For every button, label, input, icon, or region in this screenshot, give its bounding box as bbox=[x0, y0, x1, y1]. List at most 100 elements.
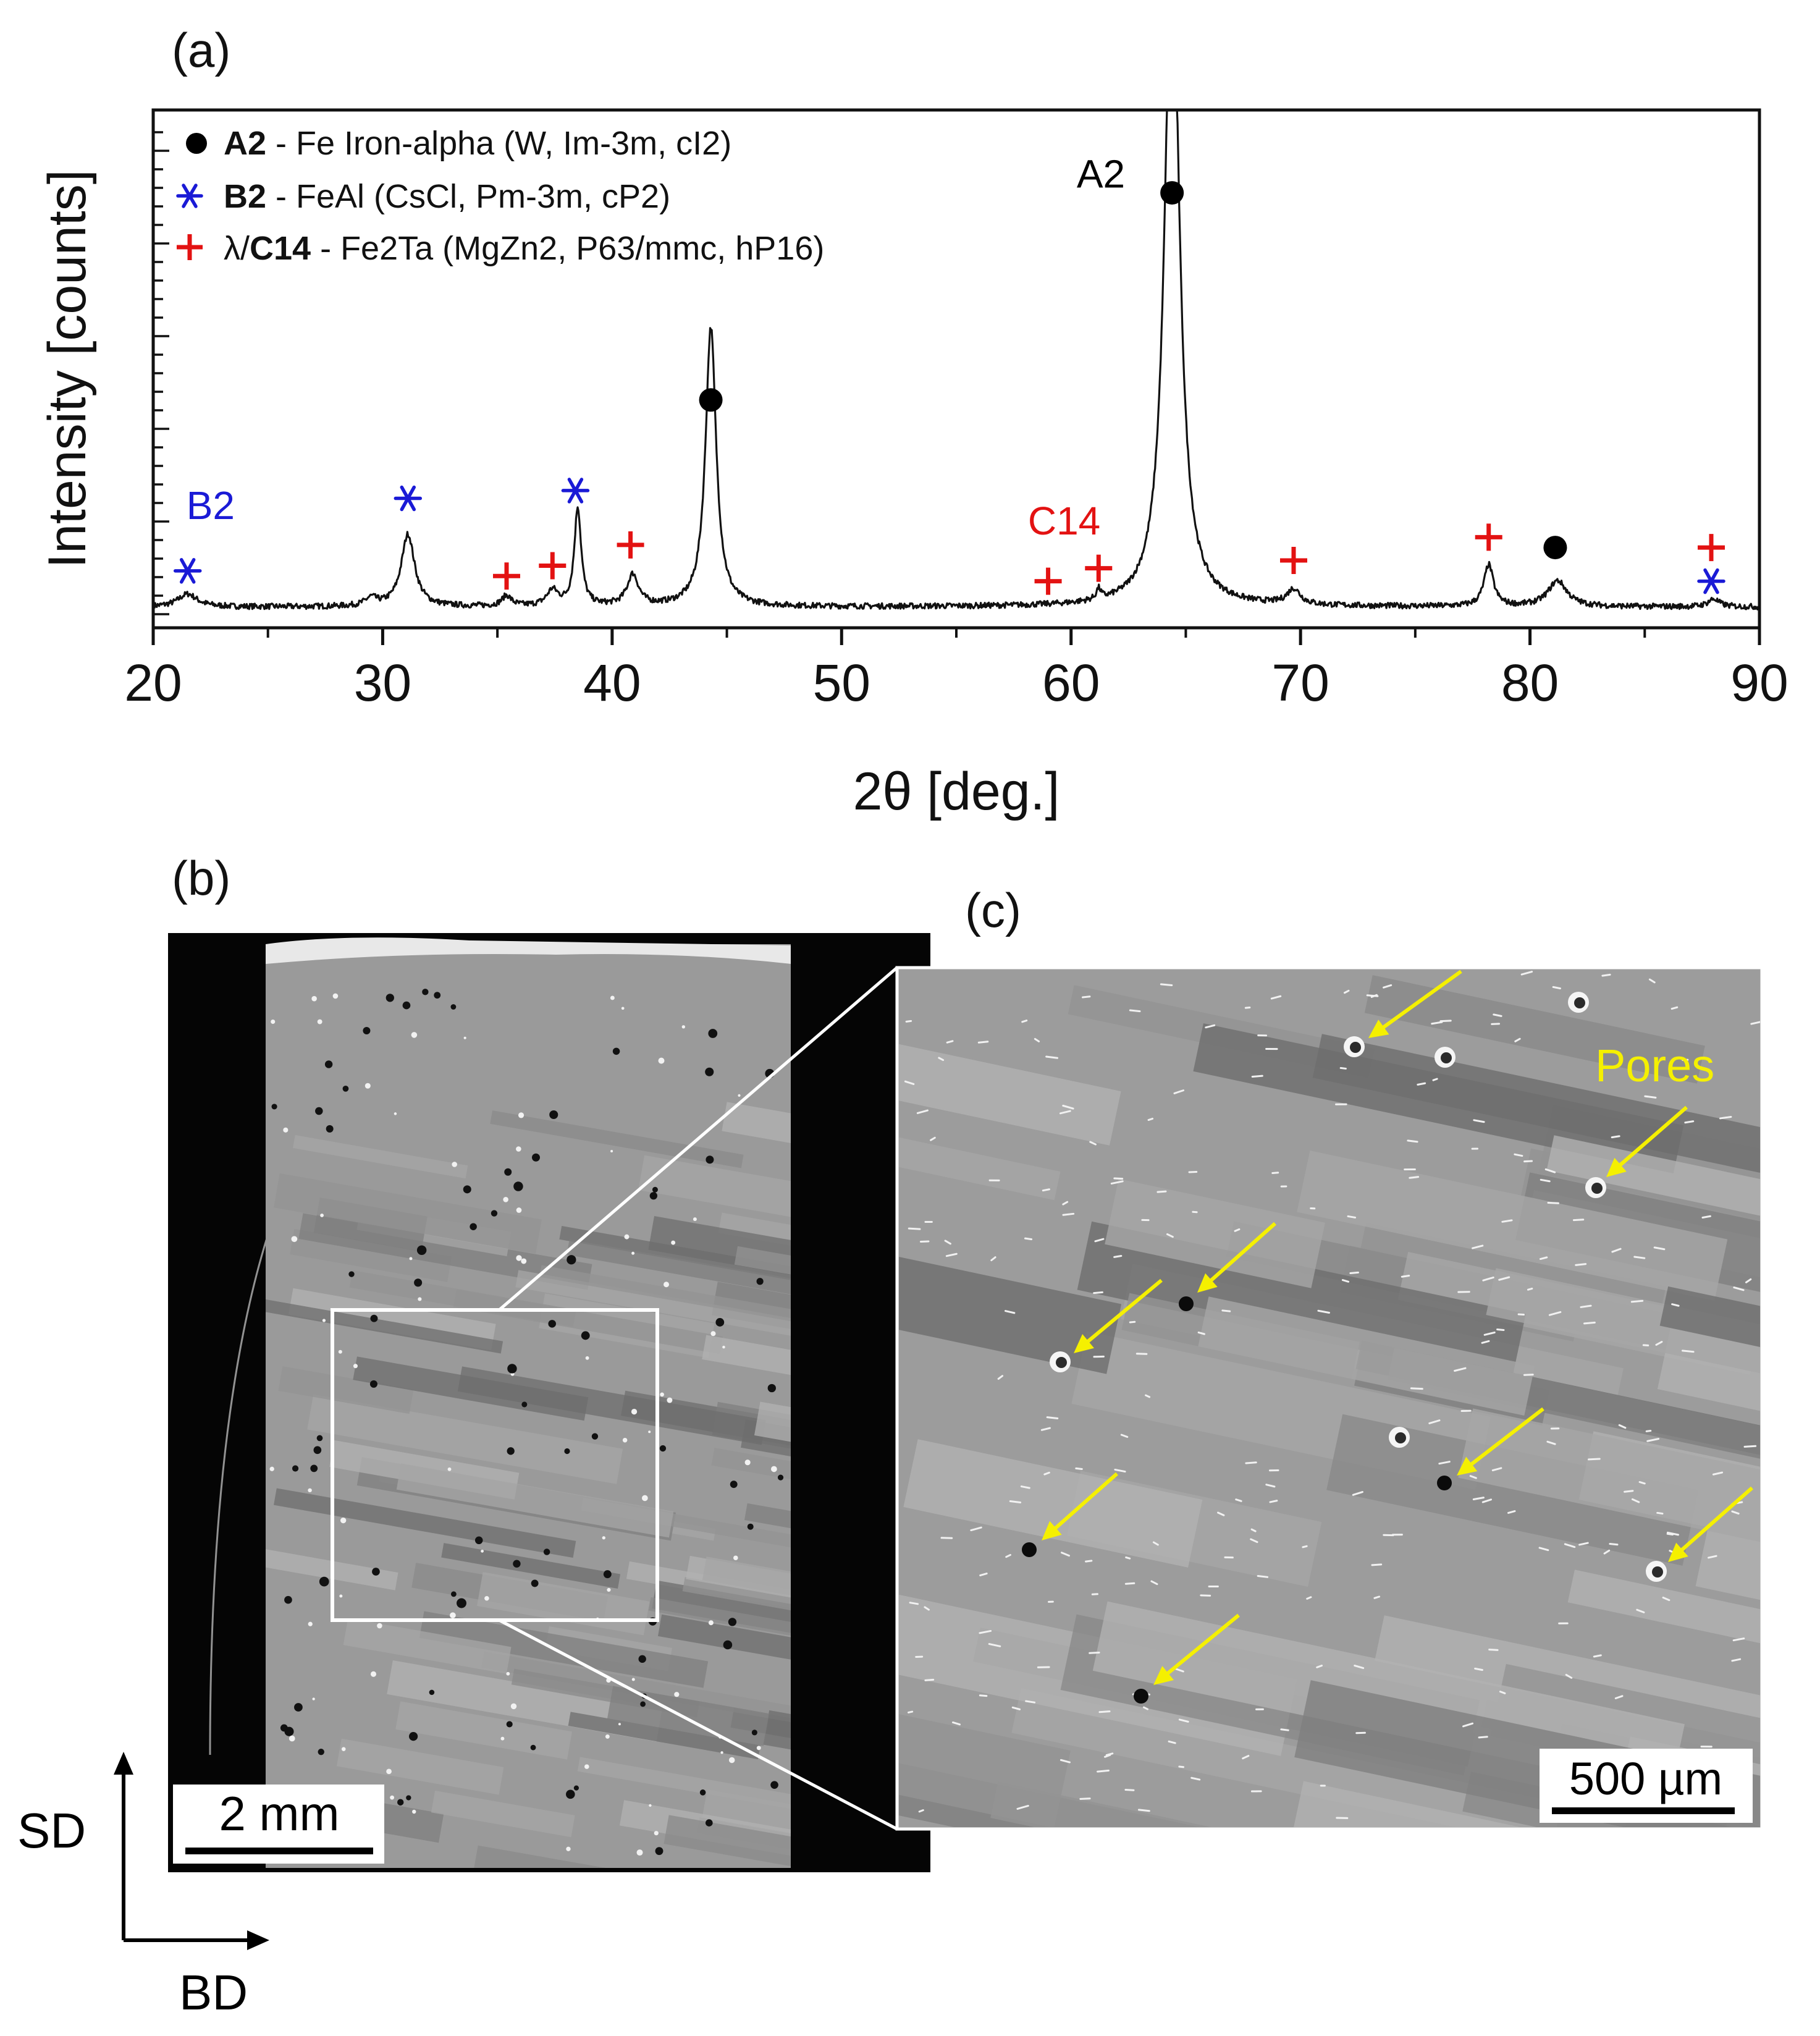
speck bbox=[409, 1257, 413, 1261]
inclusion bbox=[951, 1721, 961, 1726]
inclusion bbox=[1190, 1776, 1201, 1781]
inclusion bbox=[945, 1252, 958, 1257]
inclusion bbox=[1731, 1510, 1740, 1515]
speck bbox=[521, 1258, 527, 1264]
c14-marker bbox=[617, 531, 644, 559]
speck bbox=[271, 1104, 277, 1110]
inclusion bbox=[1662, 1596, 1670, 1602]
speck bbox=[452, 1162, 457, 1167]
inclusion bbox=[1250, 1538, 1258, 1544]
inclusion bbox=[1317, 1309, 1331, 1314]
grain bbox=[1717, 1817, 1760, 1827]
speck bbox=[733, 1555, 738, 1561]
speck bbox=[513, 1181, 523, 1191]
grain bbox=[419, 1611, 709, 1688]
speck bbox=[411, 1032, 418, 1038]
speck bbox=[429, 1689, 435, 1696]
inclusion bbox=[1431, 1021, 1443, 1025]
speck bbox=[659, 1445, 667, 1452]
inclusion bbox=[1234, 1228, 1241, 1232]
inclusion bbox=[1270, 995, 1282, 1000]
inclusion bbox=[990, 1256, 996, 1262]
inclusion bbox=[1302, 1545, 1308, 1548]
inclusion bbox=[1383, 984, 1392, 989]
speck bbox=[771, 1466, 777, 1472]
speck bbox=[667, 1397, 673, 1403]
inclusion bbox=[1491, 1467, 1502, 1472]
inclusion bbox=[1462, 1722, 1474, 1728]
speck bbox=[610, 995, 615, 1000]
speck bbox=[660, 1392, 664, 1397]
speck bbox=[530, 1744, 536, 1751]
speck bbox=[640, 1701, 646, 1707]
inclusion bbox=[1341, 1279, 1350, 1283]
inclusion bbox=[1242, 1755, 1250, 1760]
speck bbox=[491, 1210, 498, 1217]
inclusion bbox=[1178, 1718, 1189, 1723]
speck bbox=[342, 1085, 349, 1092]
inclusion bbox=[909, 1602, 919, 1605]
speck bbox=[548, 1320, 556, 1328]
grain bbox=[1546, 1135, 1760, 1230]
zoom-connector-top bbox=[498, 966, 898, 1311]
speck bbox=[777, 1474, 784, 1481]
speck bbox=[723, 1640, 733, 1650]
inclusion bbox=[1097, 1769, 1110, 1773]
grain bbox=[266, 1298, 503, 1354]
inclusion bbox=[1046, 1416, 1059, 1420]
inclusion bbox=[997, 1375, 1004, 1380]
inclusion bbox=[1110, 1180, 1124, 1185]
inclusion bbox=[1059, 1110, 1071, 1115]
speck bbox=[289, 1735, 295, 1742]
grain bbox=[638, 1155, 791, 1225]
speck bbox=[377, 1623, 382, 1629]
grain bbox=[453, 1289, 723, 1354]
speck bbox=[412, 1809, 416, 1814]
inclusion bbox=[979, 1629, 992, 1634]
speck bbox=[720, 1751, 723, 1754]
speck bbox=[549, 1110, 558, 1119]
inclusion bbox=[1025, 1700, 1036, 1704]
grain bbox=[567, 1239, 791, 1300]
inclusion bbox=[1113, 1254, 1123, 1258]
grain bbox=[1353, 1828, 1820, 1981]
peak-annotation-c14: C14 bbox=[1028, 499, 1100, 543]
legend-b2-phase: B2 bbox=[224, 178, 266, 215]
yellow-arrow bbox=[1083, 1278, 1163, 1346]
inclusion bbox=[1043, 1471, 1050, 1476]
grain bbox=[718, 1212, 791, 1257]
inclusion bbox=[1124, 1789, 1135, 1791]
speck bbox=[324, 1060, 333, 1068]
b2-marker bbox=[173, 558, 202, 584]
grain bbox=[990, 1781, 1308, 1827]
inclusion bbox=[1520, 971, 1533, 976]
speck bbox=[631, 1251, 635, 1255]
grain bbox=[343, 1618, 512, 1674]
speck bbox=[649, 1804, 652, 1807]
inclusion bbox=[1432, 1078, 1438, 1081]
speck bbox=[756, 1746, 761, 1751]
x-axis-title: 2θ [deg.] bbox=[853, 762, 1060, 821]
speck bbox=[402, 1001, 411, 1010]
speck bbox=[394, 1112, 397, 1115]
speck bbox=[658, 1057, 665, 1064]
speck bbox=[317, 1019, 322, 1024]
inclusion bbox=[1514, 1037, 1521, 1042]
speck bbox=[434, 992, 441, 999]
inclusion bbox=[1631, 1498, 1640, 1503]
speck bbox=[338, 1350, 342, 1354]
xrd-pattern-line bbox=[153, 110, 1759, 610]
legend-item-b2: B2 - FeAl (CsCl, Pm-3m, cP2) bbox=[224, 178, 670, 215]
inclusion bbox=[1564, 1543, 1576, 1548]
speck bbox=[418, 1297, 422, 1301]
zoom-image-frame bbox=[895, 966, 1764, 1831]
inclusion bbox=[1089, 1141, 1097, 1146]
grain bbox=[577, 1757, 791, 1812]
peak-annotation-a2: A2 bbox=[1077, 152, 1125, 196]
inclusion bbox=[1638, 1481, 1646, 1485]
speck bbox=[618, 1723, 621, 1726]
inclusion bbox=[1197, 1331, 1205, 1335]
x-tick-label: 20 bbox=[124, 654, 182, 712]
inclusion bbox=[1481, 1340, 1490, 1344]
